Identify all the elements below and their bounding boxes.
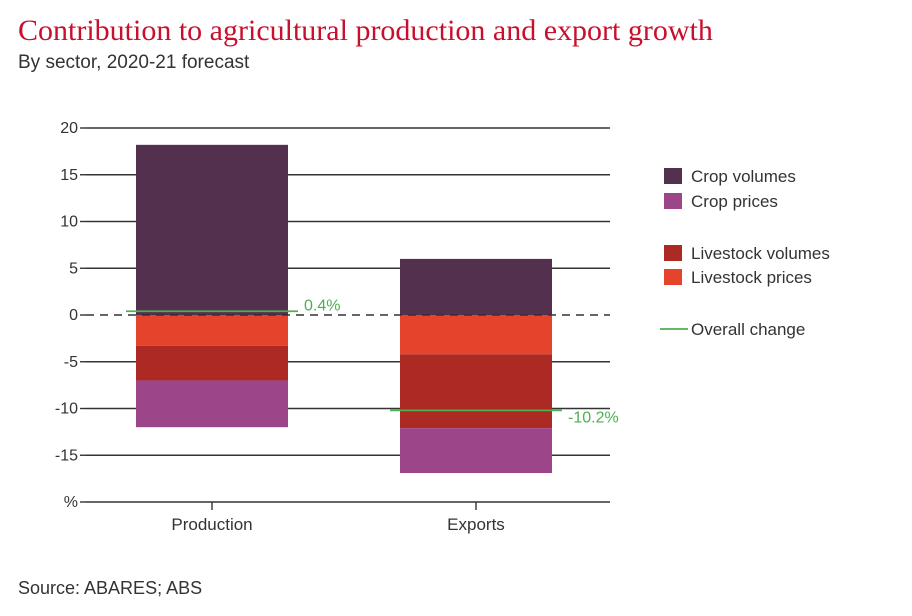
x-axis-categories: Production Exports (171, 502, 505, 534)
chart-title: Contribution to agricultural production … (18, 14, 713, 47)
bar-livestock-volumes (400, 354, 552, 429)
x-category-label: Production (171, 515, 252, 534)
bar-livestock-volumes (136, 345, 288, 381)
bar-livestock-prices (400, 315, 552, 355)
y-axis-ticks: 20 15 10 5 0 -5 -10 -15% (55, 120, 78, 511)
y-tick-label: 20 (60, 120, 78, 137)
overall-change-markers: 0.4% -10.2% (126, 297, 619, 426)
legend-label: Crop prices (691, 192, 778, 211)
legend-swatch (664, 269, 682, 285)
legend: Crop volumes Crop prices Livestock volumes… (660, 167, 830, 339)
bar-crop-volumes (136, 144, 288, 315)
x-category-label: Exports (447, 515, 505, 534)
legend-label: Livestock prices (691, 268, 812, 287)
legend-label: Livestock volumes (691, 244, 830, 263)
y-tick-label: % (64, 494, 78, 511)
y-tick-label: -15 (55, 447, 78, 464)
legend-swatch (664, 168, 682, 184)
source-note: Source: ABARES; ABS (18, 578, 203, 598)
bar-crop-volumes (400, 258, 552, 315)
y-tick-label: 0 (69, 307, 78, 324)
bars (136, 144, 552, 474)
y-tick-label: -10 (55, 401, 78, 418)
chart-subtitle: By sector, 2020-21 forecast (18, 52, 250, 73)
bar-crop-prices (400, 428, 552, 474)
legend-label: Crop volumes (691, 167, 796, 186)
legend-label: Overall change (691, 320, 805, 339)
y-tick-label: 15 (60, 167, 78, 184)
legend-swatch (664, 193, 682, 209)
y-tick-label: 5 (69, 260, 78, 277)
overall-change-label: 0.4% (304, 297, 340, 314)
legend-swatch (664, 245, 682, 261)
bar-crop-prices (136, 380, 288, 428)
y-tick-label: -5 (64, 354, 78, 371)
bar-livestock-prices (136, 315, 288, 346)
y-tick-label: 10 (60, 214, 78, 231)
overall-change-label: -10.2% (568, 409, 619, 426)
